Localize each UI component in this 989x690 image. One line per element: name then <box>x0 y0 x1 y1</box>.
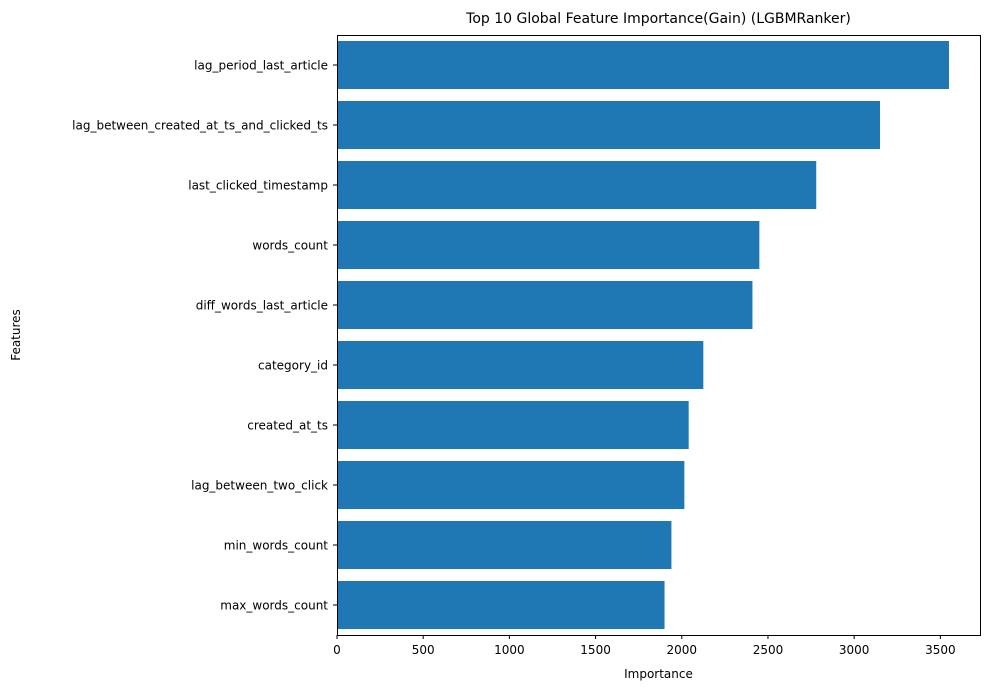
y-tick-label: lag_between_created_at_ts_and_clicked_ts <box>72 119 328 133</box>
x-axis-title: Importance <box>624 667 693 681</box>
bars-group <box>337 41 949 629</box>
y-tick-label: created_at_ts <box>247 419 328 433</box>
y-axis-title: Features <box>9 309 23 361</box>
y-tick-label: last_clicked_timestamp <box>188 179 328 193</box>
bar-min_words_count <box>337 521 672 569</box>
y-tick-label: min_words_count <box>224 539 329 553</box>
y-tick-label: lag_period_last_article <box>194 59 328 73</box>
bar-max_words_count <box>337 581 665 629</box>
y-tick-label: lag_between_two_click <box>191 479 328 493</box>
bar-category_id <box>337 341 704 389</box>
bar-lag_between_two_click <box>337 461 685 509</box>
bar-diff_words_last_article <box>337 281 753 329</box>
y-tick-label: words_count <box>252 239 328 253</box>
bar-last_clicked_timestamp <box>337 161 817 209</box>
x-axis-ticks: 0 500 1000 1500 2000 2500 3000 3500 <box>333 635 956 657</box>
y-tick-label: diff_words_last_article <box>196 299 328 313</box>
x-tick-label: 3000 <box>839 643 870 657</box>
plot-frame <box>337 35 981 636</box>
x-tick-label: 500 <box>412 643 435 657</box>
y-tick-label: category_id <box>258 359 328 373</box>
y-axis-ticks: lag_period_last_article lag_between_creat… <box>72 59 337 613</box>
x-tick-label: 2000 <box>666 643 697 657</box>
bar-words_count <box>337 221 760 269</box>
bar-created_at_ts <box>337 401 689 449</box>
bar-lag_period_last_article <box>337 41 949 89</box>
x-tick-label: 1500 <box>580 643 611 657</box>
x-tick-label: 1000 <box>494 643 525 657</box>
x-tick-label: 3500 <box>925 643 956 657</box>
x-tick-label: 0 <box>333 643 341 657</box>
y-tick-label: max_words_count <box>220 599 328 613</box>
chart-title: Top 10 Global Feature Importance(Gain) (… <box>465 11 851 27</box>
bar-lag_between_created_at_ts_and_clicked_ts <box>337 101 881 149</box>
x-tick-label: 2500 <box>753 643 784 657</box>
